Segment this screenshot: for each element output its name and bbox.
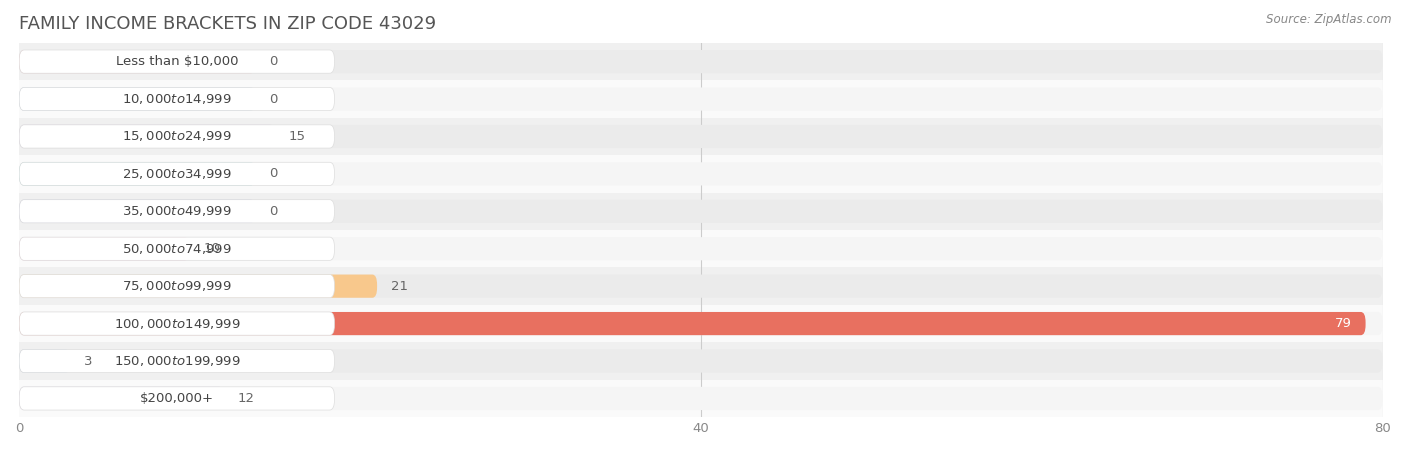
Text: 15: 15	[288, 130, 305, 143]
Bar	[20, 342, 1382, 380]
FancyBboxPatch shape	[20, 237, 335, 261]
FancyBboxPatch shape	[20, 125, 1382, 148]
FancyBboxPatch shape	[20, 349, 70, 373]
Text: $35,000 to $49,999: $35,000 to $49,999	[122, 204, 232, 218]
Text: $50,000 to $74,999: $50,000 to $74,999	[122, 242, 232, 256]
FancyBboxPatch shape	[20, 87, 335, 111]
Bar	[20, 80, 1382, 118]
Text: 10: 10	[204, 242, 221, 255]
FancyBboxPatch shape	[20, 87, 1382, 111]
FancyBboxPatch shape	[20, 349, 1382, 373]
FancyBboxPatch shape	[20, 200, 335, 223]
FancyBboxPatch shape	[20, 50, 256, 73]
Text: 0: 0	[270, 93, 277, 106]
FancyBboxPatch shape	[20, 125, 335, 148]
FancyBboxPatch shape	[20, 387, 224, 410]
FancyBboxPatch shape	[20, 349, 335, 373]
FancyBboxPatch shape	[20, 312, 335, 335]
FancyBboxPatch shape	[20, 237, 1382, 261]
Text: $100,000 to $149,999: $100,000 to $149,999	[114, 317, 240, 331]
FancyBboxPatch shape	[20, 162, 256, 185]
Text: 0: 0	[270, 167, 277, 180]
FancyBboxPatch shape	[20, 312, 1382, 335]
Text: $15,000 to $24,999: $15,000 to $24,999	[122, 130, 232, 144]
Bar	[20, 305, 1382, 342]
FancyBboxPatch shape	[20, 125, 274, 148]
Bar	[20, 155, 1382, 193]
Bar	[20, 230, 1382, 267]
Text: $10,000 to $14,999: $10,000 to $14,999	[122, 92, 232, 106]
Text: $75,000 to $99,999: $75,000 to $99,999	[122, 279, 232, 293]
Text: 0: 0	[270, 205, 277, 218]
Text: $150,000 to $199,999: $150,000 to $199,999	[114, 354, 240, 368]
FancyBboxPatch shape	[20, 50, 1382, 73]
Text: 21: 21	[391, 279, 408, 292]
FancyBboxPatch shape	[20, 200, 256, 223]
FancyBboxPatch shape	[20, 200, 1382, 223]
Text: Less than $10,000: Less than $10,000	[115, 55, 238, 68]
Text: $200,000+: $200,000+	[139, 392, 214, 405]
Text: FAMILY INCOME BRACKETS IN ZIP CODE 43029: FAMILY INCOME BRACKETS IN ZIP CODE 43029	[20, 15, 436, 33]
Text: 12: 12	[238, 392, 254, 405]
Text: $25,000 to $34,999: $25,000 to $34,999	[122, 167, 232, 181]
FancyBboxPatch shape	[20, 312, 1365, 335]
Bar	[20, 380, 1382, 417]
Text: 0: 0	[270, 55, 277, 68]
Bar	[20, 43, 1382, 80]
FancyBboxPatch shape	[20, 237, 190, 261]
FancyBboxPatch shape	[20, 87, 256, 111]
Text: 3: 3	[84, 355, 93, 368]
Bar	[20, 118, 1382, 155]
Text: 79: 79	[1336, 317, 1353, 330]
FancyBboxPatch shape	[20, 387, 335, 410]
Bar	[20, 193, 1382, 230]
FancyBboxPatch shape	[20, 274, 335, 298]
FancyBboxPatch shape	[20, 162, 1382, 185]
FancyBboxPatch shape	[20, 50, 335, 73]
FancyBboxPatch shape	[20, 387, 1382, 410]
FancyBboxPatch shape	[20, 162, 335, 185]
FancyBboxPatch shape	[20, 274, 377, 298]
Bar	[20, 267, 1382, 305]
FancyBboxPatch shape	[20, 274, 1382, 298]
Text: Source: ZipAtlas.com: Source: ZipAtlas.com	[1267, 14, 1392, 27]
